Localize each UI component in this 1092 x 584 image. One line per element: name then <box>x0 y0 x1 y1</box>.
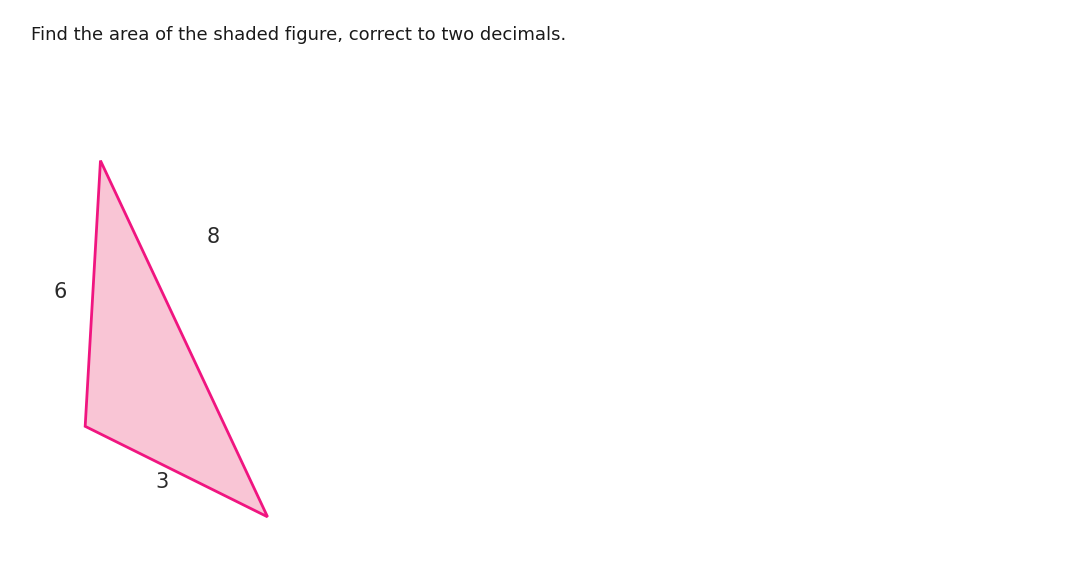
Text: 8: 8 <box>206 227 219 246</box>
Text: Find the area of the shaded figure, correct to two decimals.: Find the area of the shaded figure, corr… <box>31 26 566 44</box>
Text: 3: 3 <box>155 472 168 492</box>
Text: 6: 6 <box>54 282 67 302</box>
Polygon shape <box>85 161 268 517</box>
